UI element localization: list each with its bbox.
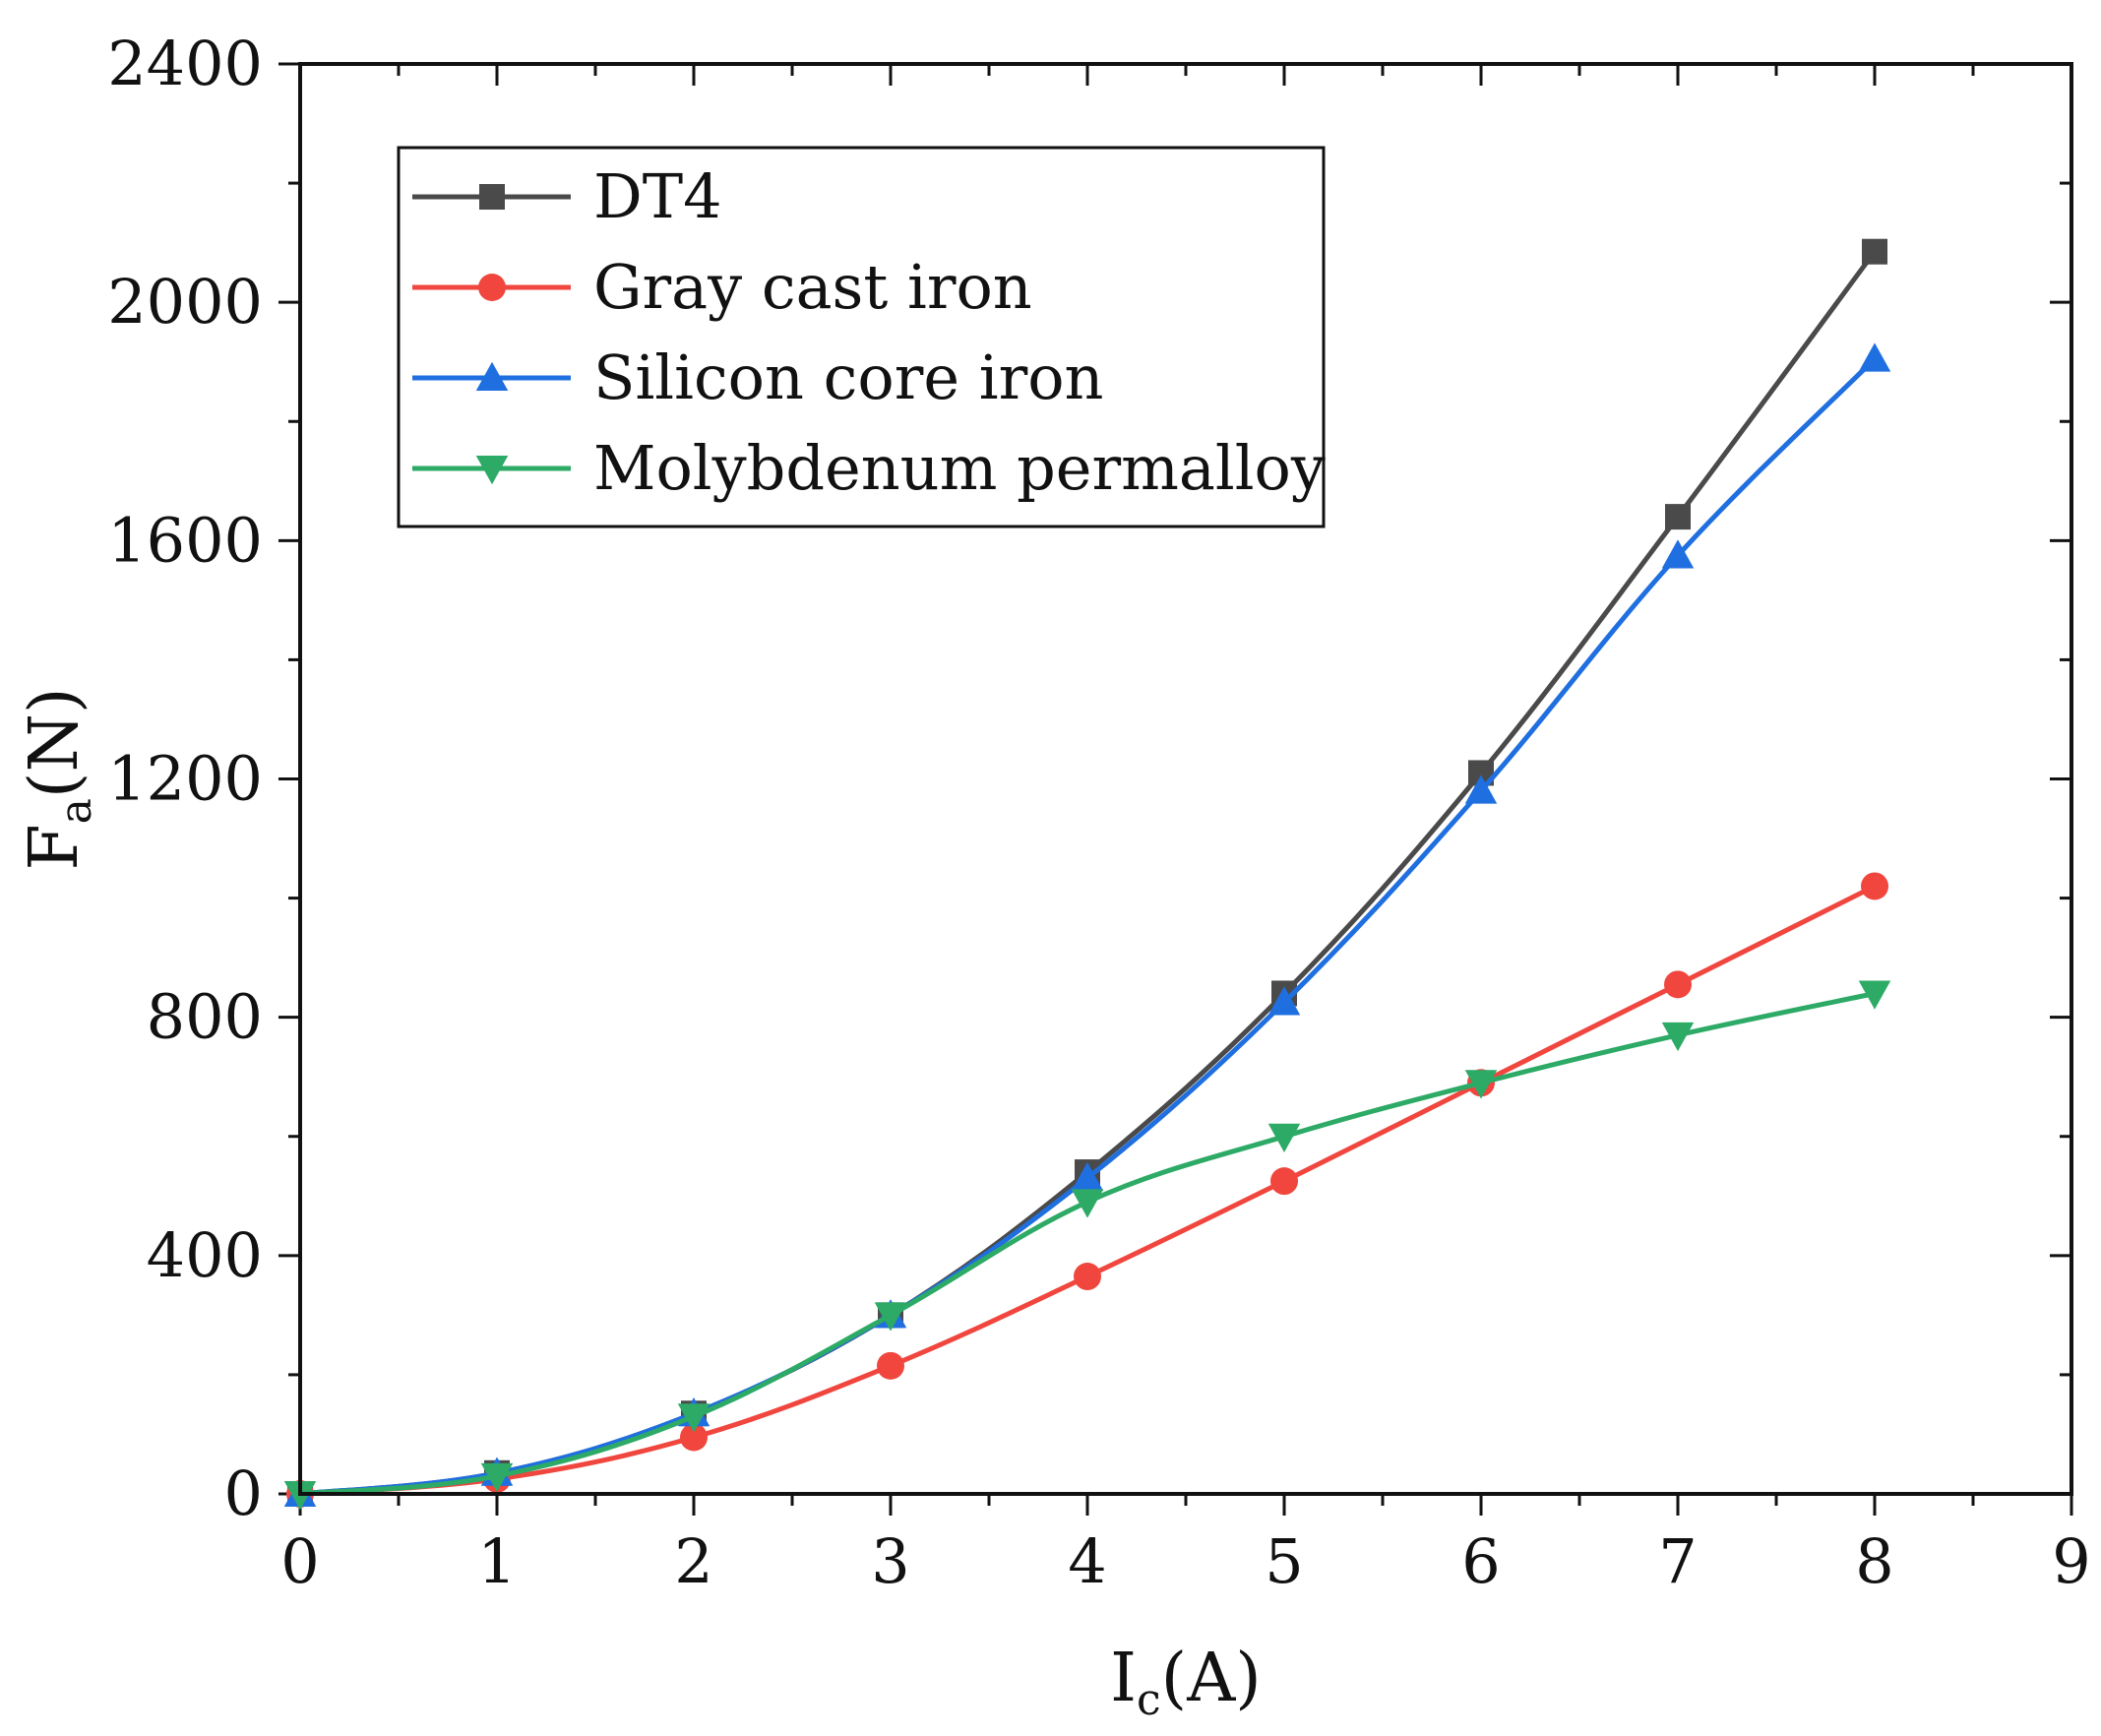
data-point-gray-cast-iron: [1270, 1167, 1298, 1196]
y-tick-label: 1200: [107, 743, 263, 815]
legend-label: Gray cast iron: [593, 251, 1032, 323]
data-point-silicon-core-iron: [1071, 1161, 1104, 1192]
data-point-silicon-core-iron: [1267, 986, 1301, 1016]
x-tick-label: 7: [1658, 1525, 1697, 1597]
x-tick-label: 2: [674, 1525, 712, 1597]
data-point-silicon-core-iron: [1661, 539, 1695, 569]
data-point-molybdenum-permalloy: [1858, 980, 1891, 1010]
data-point-gray-cast-iron: [877, 1351, 904, 1380]
data-point-molybdenum-permalloy: [874, 1302, 907, 1332]
series-line-silicon-core-iron: [297, 356, 1878, 1497]
legend-swatch-marker: [479, 184, 505, 210]
x-tick-label: 6: [1461, 1525, 1500, 1597]
x-tick-label: 3: [871, 1525, 909, 1597]
legend-item-silicon-core-iron: Silicon core iron: [412, 341, 1103, 413]
x-tick-label: 5: [1265, 1525, 1303, 1597]
y-tick-label: 2400: [107, 28, 263, 99]
legend-label: DT4: [593, 160, 722, 232]
legend-item-gray-cast-iron: Gray cast iron: [412, 251, 1032, 323]
series-molybdenum-permalloy: [283, 980, 1891, 1511]
data-point-molybdenum-permalloy: [1267, 1123, 1301, 1152]
x-axis-title-main: I: [1110, 1640, 1137, 1717]
legend-box: [397, 146, 1326, 528]
legend-item-molybdenum-permalloy: Molybdenum permalloy: [412, 432, 1326, 504]
labels-layer: 0 1 2 3 4 5 6 7 8 9 0 400 800 1200 1600 2000 2400 Ic(A) Fa…: [16, 28, 2091, 1725]
legend-item-dt4: DT4: [412, 160, 722, 232]
x-axis-title-unit: (A): [1161, 1640, 1262, 1717]
legend-swatch-marker: [475, 456, 509, 485]
x-tick-label: 8: [1855, 1525, 1893, 1597]
y-tick-label: 800: [147, 981, 263, 1053]
data-point-molybdenum-permalloy: [480, 1462, 514, 1493]
x-axis-title: Ic(A): [1110, 1640, 1262, 1725]
data-point-molybdenum-permalloy: [1661, 1022, 1695, 1052]
y-axis-title-main: F: [16, 824, 93, 870]
y-axis-title-unit: (N): [16, 688, 93, 799]
data-point-gray-cast-iron: [1074, 1263, 1101, 1291]
data-point-gray-cast-iron: [680, 1423, 708, 1452]
y-tick-label: 0: [224, 1457, 263, 1529]
series-line-molybdenum-permalloy: [297, 991, 1878, 1497]
y-tick-label: 2000: [107, 266, 263, 338]
data-point-silicon-core-iron: [1858, 342, 1891, 372]
x-tick-label: 9: [2052, 1525, 2090, 1597]
legend-layer: DT4 Gray cast iron Silicon core iron Molybd…: [397, 146, 1326, 528]
x-tick-label: 4: [1068, 1525, 1106, 1597]
data-point-dt4: [1665, 504, 1691, 530]
x-tick-label: 0: [280, 1525, 319, 1597]
data-point-dt4: [1862, 238, 1887, 265]
y-axis-title-sub: a: [51, 798, 101, 824]
x-tick-label: 1: [477, 1525, 516, 1597]
legend-label: Molybdenum permalloy: [593, 432, 1326, 504]
legend-swatch-marker: [475, 361, 509, 391]
y-tick-label: 400: [147, 1219, 263, 1291]
data-point-gray-cast-iron: [1664, 970, 1692, 999]
data-point-molybdenum-permalloy: [677, 1403, 711, 1433]
data-point-molybdenum-permalloy: [1464, 1070, 1498, 1099]
y-axis-title: Fa(N): [16, 688, 101, 871]
data-point-molybdenum-permalloy: [1071, 1189, 1104, 1218]
legend-swatch-marker: [478, 274, 506, 301]
data-point-silicon-core-iron: [1464, 775, 1498, 804]
y-tick-label: 1600: [107, 504, 263, 576]
data-point-gray-cast-iron: [1861, 872, 1888, 900]
plot-frame: [298, 62, 2073, 1496]
x-axis-title-sub: c: [1137, 1675, 1161, 1725]
legend-label: Silicon core iron: [593, 341, 1103, 413]
